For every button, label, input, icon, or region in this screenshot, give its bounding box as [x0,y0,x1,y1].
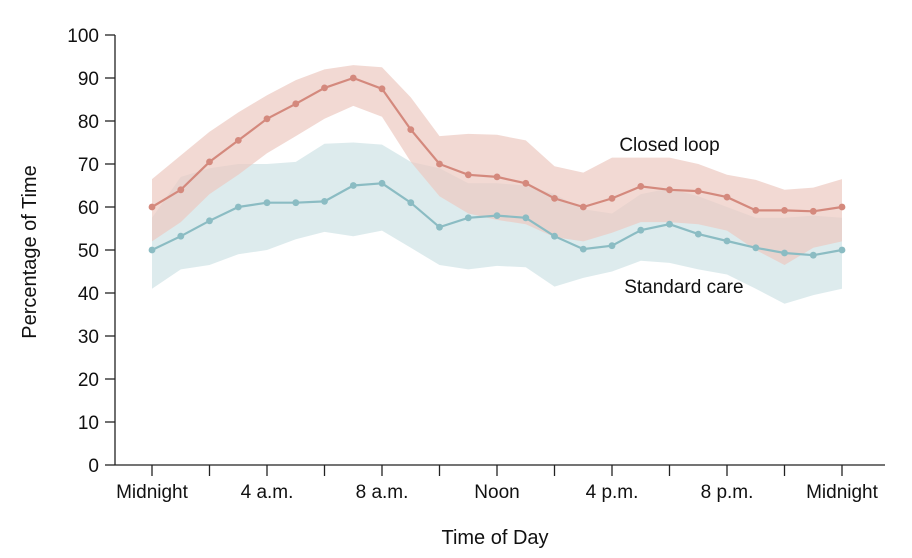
point-standard-care [263,199,271,207]
point-closed-loop [177,186,185,194]
point-closed-loop [637,183,645,190]
point-closed-loop [608,195,616,202]
point-standard-care [666,220,673,228]
x-tick-label: 4 p.m. [586,482,639,503]
point-standard-care [608,242,616,250]
y-tick-label: 80 [78,112,99,133]
point-standard-care [321,198,328,205]
point-standard-care [522,214,530,222]
point-standard-care [234,203,242,211]
point-standard-care [378,179,386,187]
point-closed-loop [694,187,702,195]
point-closed-loop [666,186,673,194]
point-closed-loop [838,203,846,211]
y-tick-label: 60 [78,198,99,219]
point-standard-care [206,217,213,225]
point-standard-care [838,246,846,254]
point-closed-loop [206,158,213,166]
point-closed-loop [579,203,587,211]
point-standard-care [551,232,558,240]
point-closed-loop [809,207,817,215]
x-tick-label: 4 a.m. [241,482,294,503]
point-closed-loop [752,207,760,214]
series-annotation: Standard care [624,277,743,298]
y-tick-label: 10 [78,413,99,434]
point-closed-loop [493,173,501,181]
point-standard-care [464,214,472,222]
x-axis-title: Time of Day [441,527,548,549]
point-closed-loop [464,171,472,179]
point-closed-loop [522,179,530,187]
point-closed-loop [292,100,300,108]
point-standard-care [809,251,817,259]
point-closed-loop [263,115,271,123]
y-tick-label: 70 [78,155,99,176]
x-tick-label: Noon [474,482,519,503]
point-standard-care [637,226,645,234]
x-tick-label: Midnight [116,482,189,503]
point-standard-care [148,246,156,254]
point-closed-loop [407,126,415,133]
point-standard-care [694,230,702,238]
y-tick-label: 50 [78,241,99,262]
y-tick-label: 20 [78,370,99,391]
series-annotation: Closed loop [619,135,719,156]
point-closed-loop [349,74,357,82]
y-tick-label: 30 [78,327,99,348]
band-closed-loop [152,65,842,265]
point-standard-care [292,199,300,207]
point-closed-loop [321,84,328,92]
point-closed-loop [781,207,788,214]
series-annotations: Closed loop Standard care [619,135,743,298]
point-closed-loop [378,85,386,93]
x-tick-label: 8 a.m. [356,482,409,503]
point-standard-care [436,223,443,231]
tick-labels: 0 10 20 30 40 50 60 70 80 90 100 Midnight 4 a.m. 8 a.… [67,26,878,503]
point-closed-loop [436,160,443,168]
point-closed-loop [148,203,156,211]
point-standard-care [579,245,587,253]
point-standard-care [781,249,788,257]
point-closed-loop [234,137,242,144]
point-standard-care [177,232,185,240]
y-axis-title: Percentage of Time [19,165,41,338]
point-standard-care [752,244,760,252]
band-standard-care [152,142,842,304]
y-tick-label: 100 [67,26,99,47]
series-points [148,74,846,259]
x-tick-label: 8 p.m. [701,482,754,503]
y-tick-label: 40 [78,284,99,305]
axes [105,34,885,476]
y-tick-label: 0 [88,456,99,477]
point-standard-care [723,237,731,245]
point-closed-loop [723,193,731,201]
y-tick-label: 90 [78,69,99,90]
point-standard-care [349,182,357,189]
x-tick-label: Midnight [806,482,879,503]
point-closed-loop [551,195,558,202]
point-standard-care [493,212,501,220]
point-standard-care [407,199,415,207]
confidence-bands [152,65,842,304]
